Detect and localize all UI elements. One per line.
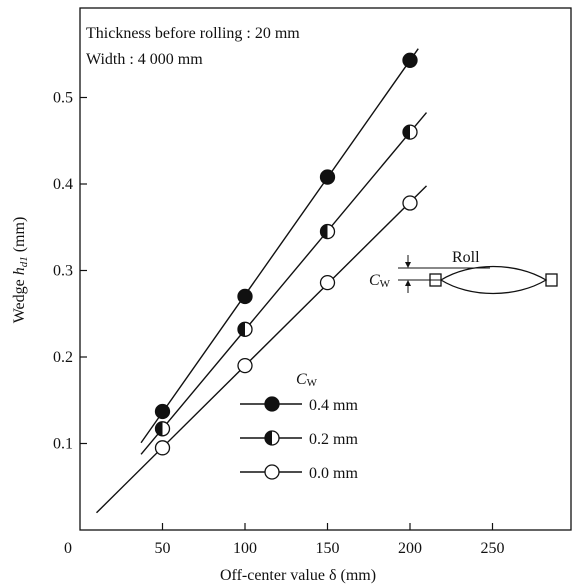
point-0-4-mm-100	[237, 288, 253, 305]
legend: CW 0.4 mm 0.2 mm 0.0 mm	[240, 371, 358, 482]
plot-frame	[79, 7, 572, 531]
cw-label: CW	[369, 272, 391, 290]
point-0-0-mm-50	[154, 440, 171, 456]
x-tick-label-200: 200	[398, 540, 422, 557]
point-0-2-mm-200	[402, 124, 418, 140]
y-tick-label-0-3: 0.3	[53, 263, 73, 280]
legend-title: CW	[296, 371, 318, 389]
y-tick-label-0-2: 0.2	[53, 349, 73, 366]
fit-line-0-2-mm	[140, 112, 428, 455]
crown-arrowhead-bottom	[405, 280, 411, 286]
y-tick-label-0-5: 0.5	[53, 90, 73, 107]
thickness-annotation: Thickness before rolling : 20 mm	[86, 25, 300, 42]
roll-label: Roll	[452, 249, 480, 266]
x-tick-label-150: 150	[316, 540, 340, 557]
legend-marker-0-4-mm	[264, 396, 280, 412]
fit-line-0-4-mm	[140, 48, 419, 444]
y-axis: 0.1 0.2 0.3 0.4 0.5	[53, 90, 87, 453]
roll-body	[439, 265, 548, 295]
x-tick-label-100: 100	[233, 540, 257, 557]
y-tick-label-0-1: 0.1	[53, 436, 73, 453]
x-tick-label-50: 50	[155, 540, 171, 557]
y-tick-label-0-4: 0.4	[53, 176, 73, 193]
fit-line-0-0-mm	[96, 185, 427, 514]
point-0-4-mm-50	[154, 403, 171, 420]
roll-neck-right	[545, 273, 558, 287]
point-0-0-mm-150	[319, 274, 336, 291]
point-0-4-mm-200	[402, 52, 418, 68]
legend-marker-0-2-mm	[264, 430, 280, 446]
x-tick-label-250: 250	[481, 540, 505, 557]
fit-lines	[96, 48, 428, 514]
legend-label-0-4-mm: 0.4 mm	[309, 397, 358, 414]
crown-arrowhead-top	[405, 262, 411, 268]
point-0-0-mm-200	[402, 195, 418, 211]
x-axis: 0 50 100 150 200 250	[64, 523, 505, 557]
legend-label-0-2-mm: 0.2 mm	[309, 431, 358, 448]
point-0-0-mm-100	[237, 357, 253, 374]
roll-diagram: Roll CW	[369, 249, 558, 295]
legend-label-0-0-mm: 0.0 mm	[309, 465, 358, 482]
point-0-2-mm-50	[154, 421, 171, 437]
point-0-2-mm-100	[237, 321, 253, 337]
x-axis-label: Off-center value δ (mm)	[220, 567, 376, 584]
y-axis-label: Wedge hd1 (mm)	[11, 217, 30, 324]
point-0-2-mm-150	[319, 223, 336, 240]
legend-marker-0-0-mm	[264, 464, 280, 480]
point-0-4-mm-150	[319, 169, 336, 185]
data-points	[154, 52, 418, 456]
width-annotation: Width : 4 000 mm	[86, 51, 203, 68]
x-tick-label-0: 0	[64, 540, 72, 557]
